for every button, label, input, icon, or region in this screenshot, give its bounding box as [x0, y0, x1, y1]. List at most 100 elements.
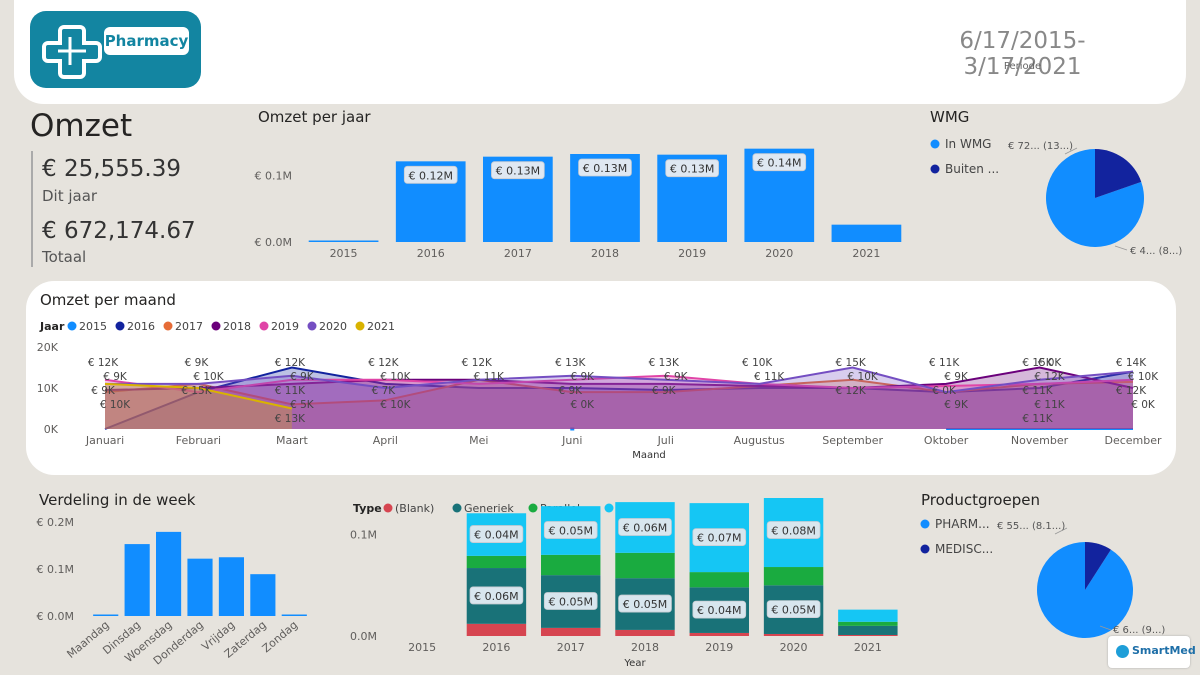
month-data-label: € 12K: [836, 385, 867, 397]
month-data-label: € 0K: [932, 385, 957, 397]
series-area: [105, 367, 1133, 429]
legend-title: Type: [353, 502, 382, 515]
y-tick-label: 20K: [37, 341, 59, 354]
y-tick-label: € 0.0M: [37, 610, 74, 623]
year-bar: [308, 240, 379, 242]
y-tick-label: 0.0M: [350, 630, 377, 643]
month-data-label: € 0K: [570, 399, 595, 411]
x-tick-label: November: [1011, 434, 1069, 447]
y-tick-label: € 0.1M: [255, 169, 292, 182]
type-data-label-bg: [543, 592, 598, 610]
stacked-bar-segment: [541, 627, 601, 636]
y-tick-label: € 0.0M: [255, 236, 292, 249]
legend-marker: [211, 321, 221, 331]
legend-marker: [259, 321, 269, 331]
month-data-label: € 9K: [290, 371, 315, 383]
month-data-label: € 9K: [664, 371, 689, 383]
legend-label: 2018: [223, 320, 251, 333]
pie-slice-label: € 6... (9...): [1113, 625, 1165, 636]
type-stacked-chart[interactable]: Type(Blank)GeneriekParallelSpecialité0.0…: [345, 498, 905, 674]
type-data-label: € 0.04M: [474, 529, 518, 542]
y-tick-label: € 0.2M: [37, 516, 74, 529]
pie-leader-line: [1054, 527, 1068, 535]
series-line: [104, 382, 293, 410]
x-tick-label: 2019: [678, 247, 706, 260]
year-data-label-bg: [403, 165, 458, 184]
month-data-label: € 15K: [181, 385, 212, 397]
month-data-label: € 10K: [1128, 371, 1159, 383]
legend-label: MEDISC...: [935, 542, 993, 556]
pharmacy-logo[interactable]: Pharmacy: [30, 11, 201, 88]
month-data-label: € 9K: [103, 371, 128, 383]
chart-title-month: Omzet per maand: [40, 291, 176, 309]
weekday-bar: [187, 558, 213, 616]
pie-slice-label: € 4... (8...): [1130, 246, 1182, 257]
stacked-bar-segment: [541, 554, 601, 576]
x-tick-label: Juli: [657, 434, 674, 447]
type-data-label-bg: [692, 528, 747, 547]
month-data-label: € 13K: [649, 357, 680, 369]
legend-marker: [528, 503, 538, 513]
x-tick-label: 2021: [854, 641, 882, 654]
period-value: 6/17/2015-3/17/2021: [959, 28, 1086, 80]
stacked-bar-segment: [838, 621, 898, 626]
x-tick-label: Mei: [469, 434, 488, 447]
stacked-bar-segment: [763, 567, 824, 586]
stacked-bar-segment: [466, 555, 527, 569]
series-line: [105, 366, 1134, 394]
pie-slice-label: € 55... (8.1...): [997, 521, 1065, 532]
type-data-label-bg: [543, 521, 598, 539]
legend-label: Buiten ...: [945, 162, 999, 176]
year-bar: [831, 224, 902, 242]
wmg-pie-chart[interactable]: In WMG Buiten ... € 4... (8...) € 72... (13…: [925, 128, 1195, 263]
pie-slice: [1095, 149, 1142, 198]
type-data-label-bg: [692, 600, 747, 619]
weekday-chart[interactable]: € 0.0M€ 0.1M€ 0.2MMaandagDinsdagWoensdag…: [30, 512, 320, 672]
month-data-label: € 10K: [100, 399, 131, 411]
monthly-revenue-chart[interactable]: Jaar 2015 2016 2017 2018 2019 2020 2021 0K 10K 20K…: [30, 314, 1170, 472]
month-data-label: € 9K: [944, 399, 969, 411]
type-data-label-bg: [618, 518, 672, 536]
month-data-label: € 15K: [1022, 357, 1053, 369]
yearly-revenue-chart[interactable]: € 0.0M € 0.1M 2015 2016 € 0.12M 2017 € 0.13M 20…: [250, 130, 910, 270]
x-axis-label: Year: [623, 658, 646, 669]
year-data-label-bg: [578, 158, 632, 177]
month-data-label: € 12K: [1034, 371, 1065, 383]
weekday-bar: [124, 544, 150, 616]
x-tick-label: September: [822, 434, 883, 447]
pie-slice: [1085, 542, 1111, 590]
x-tick-label: Oktober: [924, 434, 969, 447]
pie-slice-label: € 72... (13...): [1008, 141, 1073, 152]
month-data-label: € 10K: [848, 371, 879, 383]
month-data-label: € 5K: [290, 399, 315, 411]
legend-marker: [604, 503, 614, 513]
chart-title-week: Verdeling in de week: [39, 491, 196, 509]
header-card: [14, 0, 1186, 104]
legend-marker: [920, 519, 930, 529]
type-data-label-bg: [766, 521, 821, 539]
x-tick-label: December: [1104, 434, 1162, 447]
month-data-label: € 10K: [380, 399, 411, 411]
month-data-label: € 9K: [652, 385, 677, 397]
month-data-label: € 12K: [368, 357, 399, 369]
productgroup-pie-chart[interactable]: PHARM... MEDISC... € 6... (9...) € 55... (8…: [915, 510, 1195, 640]
legend-label: In WMG: [945, 137, 991, 151]
month-data-label: € 10K: [380, 371, 411, 383]
chart-title-year: Omzet per jaar: [258, 108, 371, 126]
kpi-title: Omzet: [30, 108, 133, 144]
y-tick-label: € 0.1M: [37, 563, 74, 576]
year-data-label-bg: [491, 161, 545, 180]
type-data-label-bg: [469, 525, 524, 543]
series-area: [105, 367, 1133, 429]
year-data-label: € 0.13M: [496, 165, 540, 178]
legend-label: 2016: [127, 320, 155, 333]
type-data-label: € 0.06M: [623, 521, 667, 534]
month-data-label: € 11K: [1034, 399, 1065, 411]
x-tick-label: 2017: [504, 247, 532, 260]
period-label: Periode: [1003, 61, 1042, 72]
legend-label: Generiek: [464, 502, 514, 515]
pie-leader-line: [1099, 625, 1112, 631]
legend-marker: [920, 544, 930, 554]
legend-label: 2019: [271, 320, 299, 333]
smartmed-badge[interactable]: SmartMed: [1108, 636, 1196, 668]
